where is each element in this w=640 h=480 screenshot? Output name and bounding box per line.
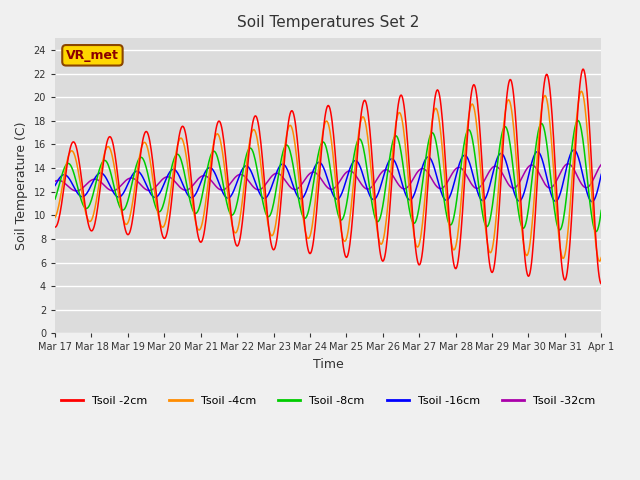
Y-axis label: Soil Temperature (C): Soil Temperature (C): [15, 121, 28, 250]
X-axis label: Time: Time: [313, 358, 344, 371]
Title: Soil Temperatures Set 2: Soil Temperatures Set 2: [237, 15, 419, 30]
Legend: Tsoil -2cm, Tsoil -4cm, Tsoil -8cm, Tsoil -16cm, Tsoil -32cm: Tsoil -2cm, Tsoil -4cm, Tsoil -8cm, Tsoi…: [56, 392, 600, 410]
Text: VR_met: VR_met: [66, 49, 119, 62]
